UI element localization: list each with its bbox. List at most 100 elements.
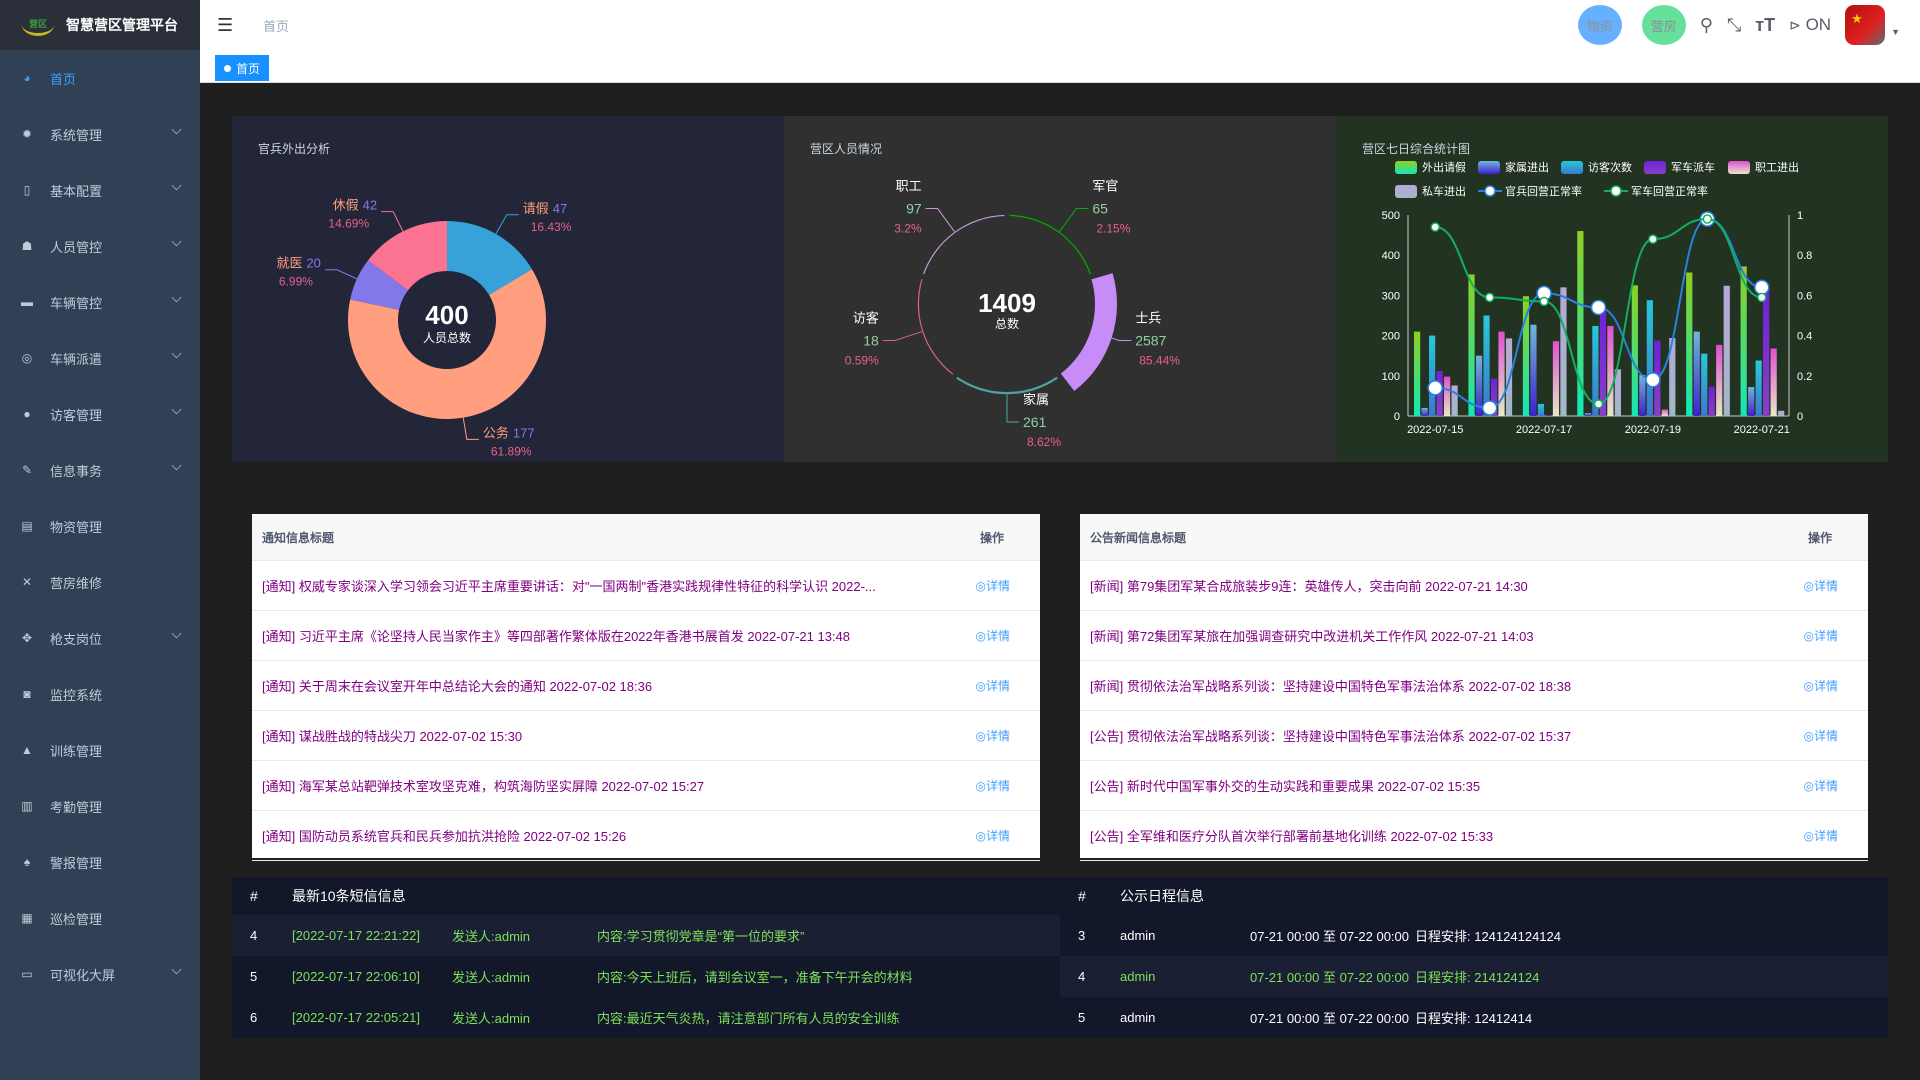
row-title-link[interactable]: [通知] 国防动员系统官兵和民兵参加抗洪抢险 2022-07-02 15:26	[262, 829, 627, 844]
line-point	[1427, 380, 1443, 396]
avatar[interactable]: ★	[1845, 5, 1886, 45]
logo[interactable]: 营区 智慧营区管理平台	[0, 0, 200, 50]
x-tick-label: 2022-07-17	[1516, 424, 1572, 436]
sidebar-item-1[interactable]: ✹ 系统管理	[0, 106, 200, 162]
breadcrumb[interactable]: 首页	[263, 18, 290, 34]
detail-label: 详情	[1813, 579, 1838, 593]
sidebar-item-10[interactable]: ✥ 枪支岗位	[0, 610, 200, 666]
column-hash: #	[1078, 888, 1086, 904]
chevron-down-icon[interactable]	[171, 460, 182, 471]
chevron-down-icon[interactable]	[171, 348, 182, 359]
sidebar-item-7[interactable]: ✎ 信息事务	[0, 442, 200, 498]
app-title: 智慧营区管理平台	[66, 17, 178, 33]
chevron-down-icon[interactable]	[171, 628, 182, 639]
barracks-button[interactable]: 营房	[1641, 5, 1686, 45]
caret-down-icon[interactable]: ▼	[1891, 27, 1900, 37]
pie-slice-1	[348, 269, 546, 419]
sidebar-item-4[interactable]: ▬ 车辆管控	[0, 274, 200, 330]
sidebar-item-13[interactable]: ▥ 考勤管理	[0, 778, 200, 834]
row-title-link[interactable]: [公告] 全军维和医疗分队首次举行部署前基地化训练 2022-07-02 15:…	[1090, 829, 1494, 844]
eye-icon: ◎	[1803, 829, 1814, 843]
table-row: [通知] 习近平主席《论坚持人民当家作主》等四部著作繁体版在2022年香港书展首…	[252, 611, 1040, 661]
search-icon[interactable]: ⚲	[1699, 14, 1713, 35]
bar-家属进出-3	[1584, 413, 1591, 416]
slice-value: 18	[863, 332, 879, 348]
sidebar-item-2[interactable]: ▯ 基本配置	[0, 162, 200, 218]
chevron-down-icon[interactable]	[171, 124, 182, 135]
sidebar-item-5[interactable]: ◎ 车辆派遣	[0, 330, 200, 386]
row-title-link[interactable]: [公告] 贯彻依法治军战略系列谈：坚持建设中国特色军事法治体系 2022-07-…	[1090, 729, 1572, 744]
row-title-link[interactable]: [通知] 习近平主席《论坚持人民当家作主》等四部著作繁体版在2022年香港书展首…	[262, 629, 851, 644]
chevron-down-icon[interactable]	[171, 180, 182, 191]
detail-label: 详情	[1813, 729, 1838, 743]
table-row: [公告] 贯彻依法治军战略系列谈：坚持建设中国特色军事法治体系 2022-07-…	[1080, 711, 1868, 761]
label-line	[324, 269, 358, 280]
sidebar-item-11[interactable]: ◙ 监控系统	[0, 666, 200, 722]
eye-icon: ◎	[975, 629, 986, 643]
line-point	[1702, 214, 1713, 224]
row-title-link[interactable]: [通知] 谋战胜战的特战尖刀 2022-07-02 15:30	[262, 729, 523, 744]
tag-home[interactable]: 首页	[215, 55, 270, 81]
eye-icon: ◎	[975, 779, 986, 793]
chevron-down-icon[interactable]	[171, 292, 182, 303]
slice-name: 休假	[333, 198, 359, 213]
detail-button[interactable]: ◎详情	[1804, 577, 1839, 594]
legend-label: 军车派车	[1671, 160, 1715, 174]
sidebar-item-16[interactable]: ▭ 可视化大屏	[0, 946, 200, 1002]
chevron-down-icon[interactable]	[171, 404, 182, 415]
font-size-icon[interactable]: тT	[1755, 14, 1776, 35]
detail-label: 详情	[985, 729, 1010, 743]
legend-swatch	[1395, 185, 1417, 198]
sidebar-item-14[interactable]: ♠ 警报管理	[0, 834, 200, 890]
sidebar-item-0[interactable]: ◕ 首页	[0, 50, 200, 106]
row-number: 6	[250, 1010, 258, 1025]
slice-percent: 8.62%	[1027, 435, 1061, 449]
row-title-link[interactable]: [新闻] 第79集团军某合成旅装步9连：英雄传人，突击向前 2022-07-21…	[1090, 579, 1528, 594]
sidebar-item-9[interactable]: ✕ 营房维修	[0, 554, 200, 610]
legend-label: 访客次数	[1588, 160, 1632, 174]
legend-label: 职工进出	[1755, 160, 1799, 174]
row-title-link[interactable]: [通知] 权威专家谈深入学习领会习近平主席重要讲话：对"一国两制"香港实践规律性…	[262, 579, 876, 594]
detail-button[interactable]: ◎详情	[976, 827, 1011, 844]
sidebar-item-3[interactable]: ☗ 人员管控	[0, 218, 200, 274]
sms-time: [2022-07-17 22:05:21]	[292, 1010, 420, 1025]
row-title-link[interactable]: [公告] 新时代中国军事外交的生动实践和重要成果 2022-07-02 15:3…	[1090, 779, 1481, 794]
detail-button[interactable]: ◎详情	[976, 777, 1011, 794]
slice-percent: 3.2%	[894, 222, 922, 236]
chevron-down-icon[interactable]	[171, 236, 182, 247]
y2-tick-label: 0.2	[1797, 371, 1812, 383]
row-title-link[interactable]: [通知] 海军某总站靶弹技术室攻坚克难，构筑海防坚实屏障 2022-07-02 …	[262, 779, 705, 794]
sidebar-item-15[interactable]: ▦ 巡检管理	[0, 890, 200, 946]
table-row: [公告] 全军维和医疗分队首次举行部署前基地化训练 2022-07-02 15:…	[1080, 811, 1868, 861]
chart-title: 营区七日综合统计图	[1362, 142, 1471, 156]
detail-button[interactable]: ◎详情	[976, 677, 1011, 694]
sidebar-item-12[interactable]: ▲ 训练管理	[0, 722, 200, 778]
play-toggle[interactable]: ⊳ ON	[1789, 15, 1831, 35]
detail-button[interactable]: ◎详情	[976, 627, 1011, 644]
slice-percent: 16.43%	[531, 220, 572, 234]
detail-button[interactable]: ◎详情	[1804, 727, 1839, 744]
hamburger-icon[interactable]: ☰	[217, 14, 234, 35]
logo-icon: 营区	[22, 14, 54, 36]
materials-button[interactable]: 物资	[1577, 5, 1622, 45]
detail-button[interactable]: ◎详情	[1804, 627, 1839, 644]
sidebar-item-6[interactable]: ● 访客管理	[0, 386, 200, 442]
chart-icon: ▥	[21, 799, 33, 813]
detail-button[interactable]: ◎详情	[976, 727, 1011, 744]
slice-percent: 2.15%	[1096, 222, 1130, 236]
sidebar-item-8[interactable]: ▤ 物资管理	[0, 498, 200, 554]
row-title-link[interactable]: [新闻] 第72集团军某旅在加强调查研究中改进机关工作作风 2022-07-21…	[1090, 629, 1534, 644]
row-title-link[interactable]: [新闻] 贯彻依法治军战略系列谈：坚持建设中国特色军事法治体系 2022-07-…	[1090, 679, 1572, 694]
exit-fullscreen-icon[interactable]: ⤡	[1726, 14, 1742, 35]
detail-button[interactable]: ◎详情	[1804, 777, 1839, 794]
sidebar-item-label: 可视化大屏	[50, 967, 116, 983]
detail-button[interactable]: ◎详情	[976, 577, 1011, 594]
row-title-link[interactable]: [通知] 关于周末在会议室开年中总结论大会的通知 2022-07-02 18:3…	[262, 679, 653, 694]
center-label: 人员总数	[423, 330, 471, 345]
detail-button[interactable]: ◎详情	[1804, 677, 1839, 694]
chevron-down-icon[interactable]	[171, 964, 182, 975]
bar-家属进出-6	[1748, 387, 1755, 416]
detail-button[interactable]: ◎详情	[1804, 827, 1839, 844]
sms-content: 内容:今天上班后，请到会议室一，准备下午开会的材料	[597, 970, 913, 985]
pie-slice-2	[350, 260, 408, 310]
